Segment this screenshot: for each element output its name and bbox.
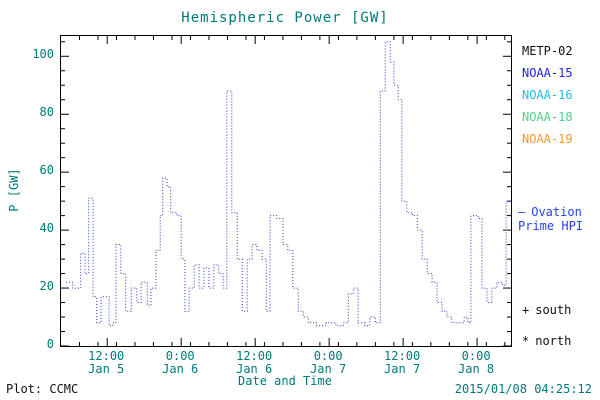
y-tick-label: 100 <box>32 47 54 62</box>
y-tick-label: 60 <box>39 163 54 178</box>
plot-timestamp: 2015/01/08 04:25:12 <box>454 382 592 396</box>
x-tick-date-label: Jan 8 <box>458 362 495 376</box>
legend-marker-north: * north <box>522 334 572 348</box>
y-tick-label: 40 <box>39 221 54 236</box>
satellite-legend: METP-02 NOAA-15 NOAA-16 NOAA-18 NOAA-19 <box>522 44 573 154</box>
x-tick-time-label: 0:00 <box>313 349 343 363</box>
y-tick-label: 0 <box>46 337 54 351</box>
plot-area <box>60 35 512 347</box>
chart-title: Hemispheric Power [GW] <box>181 10 389 26</box>
x-tick-date-label: Jan 6 <box>236 362 273 376</box>
legend-ovation-prime-hpi: – Ovation Prime HPI <box>518 205 583 233</box>
y-tick-label: 80 <box>39 105 54 120</box>
plot-credit: Plot: CCMC <box>6 382 79 396</box>
legend-item-noaa-19: NOAA-19 <box>522 132 573 146</box>
hpi-data-line <box>65 41 511 327</box>
x-tick-date-label: Jan 7 <box>310 362 347 376</box>
legend-marker-south: + south <box>522 303 572 317</box>
legend-item-noaa-15: NOAA-15 <box>522 66 573 80</box>
legend-item-noaa-16: NOAA-16 <box>522 88 573 102</box>
y-tick-label: 20 <box>39 279 54 294</box>
x-axis-label: Date and Time <box>238 374 332 388</box>
x-tick-time-label: 0:00 <box>165 349 195 363</box>
x-tick-time-label: 12:00 <box>88 349 125 363</box>
legend-ovation-line1: – Ovation <box>518 205 582 219</box>
x-tick-time-label: 12:00 <box>236 349 273 363</box>
plus-marker-icon: + <box>522 303 530 317</box>
x-tick-date-label: Jan 6 <box>162 362 199 376</box>
x-tick-date-label: Jan 5 <box>88 362 125 376</box>
legend-item-noaa-18: NOAA-18 <box>522 110 573 124</box>
x-tick-time-label: 12:00 <box>384 349 421 363</box>
asterisk-marker-icon: * <box>522 334 530 348</box>
legend-item-metp-02: METP-02 <box>522 44 573 58</box>
legend-ovation-line2: Prime HPI <box>518 219 584 233</box>
x-tick-date-label: Jan 7 <box>384 362 421 376</box>
x-tick-time-label: 0:00 <box>461 349 491 363</box>
line-sample-icon: – <box>518 205 526 219</box>
